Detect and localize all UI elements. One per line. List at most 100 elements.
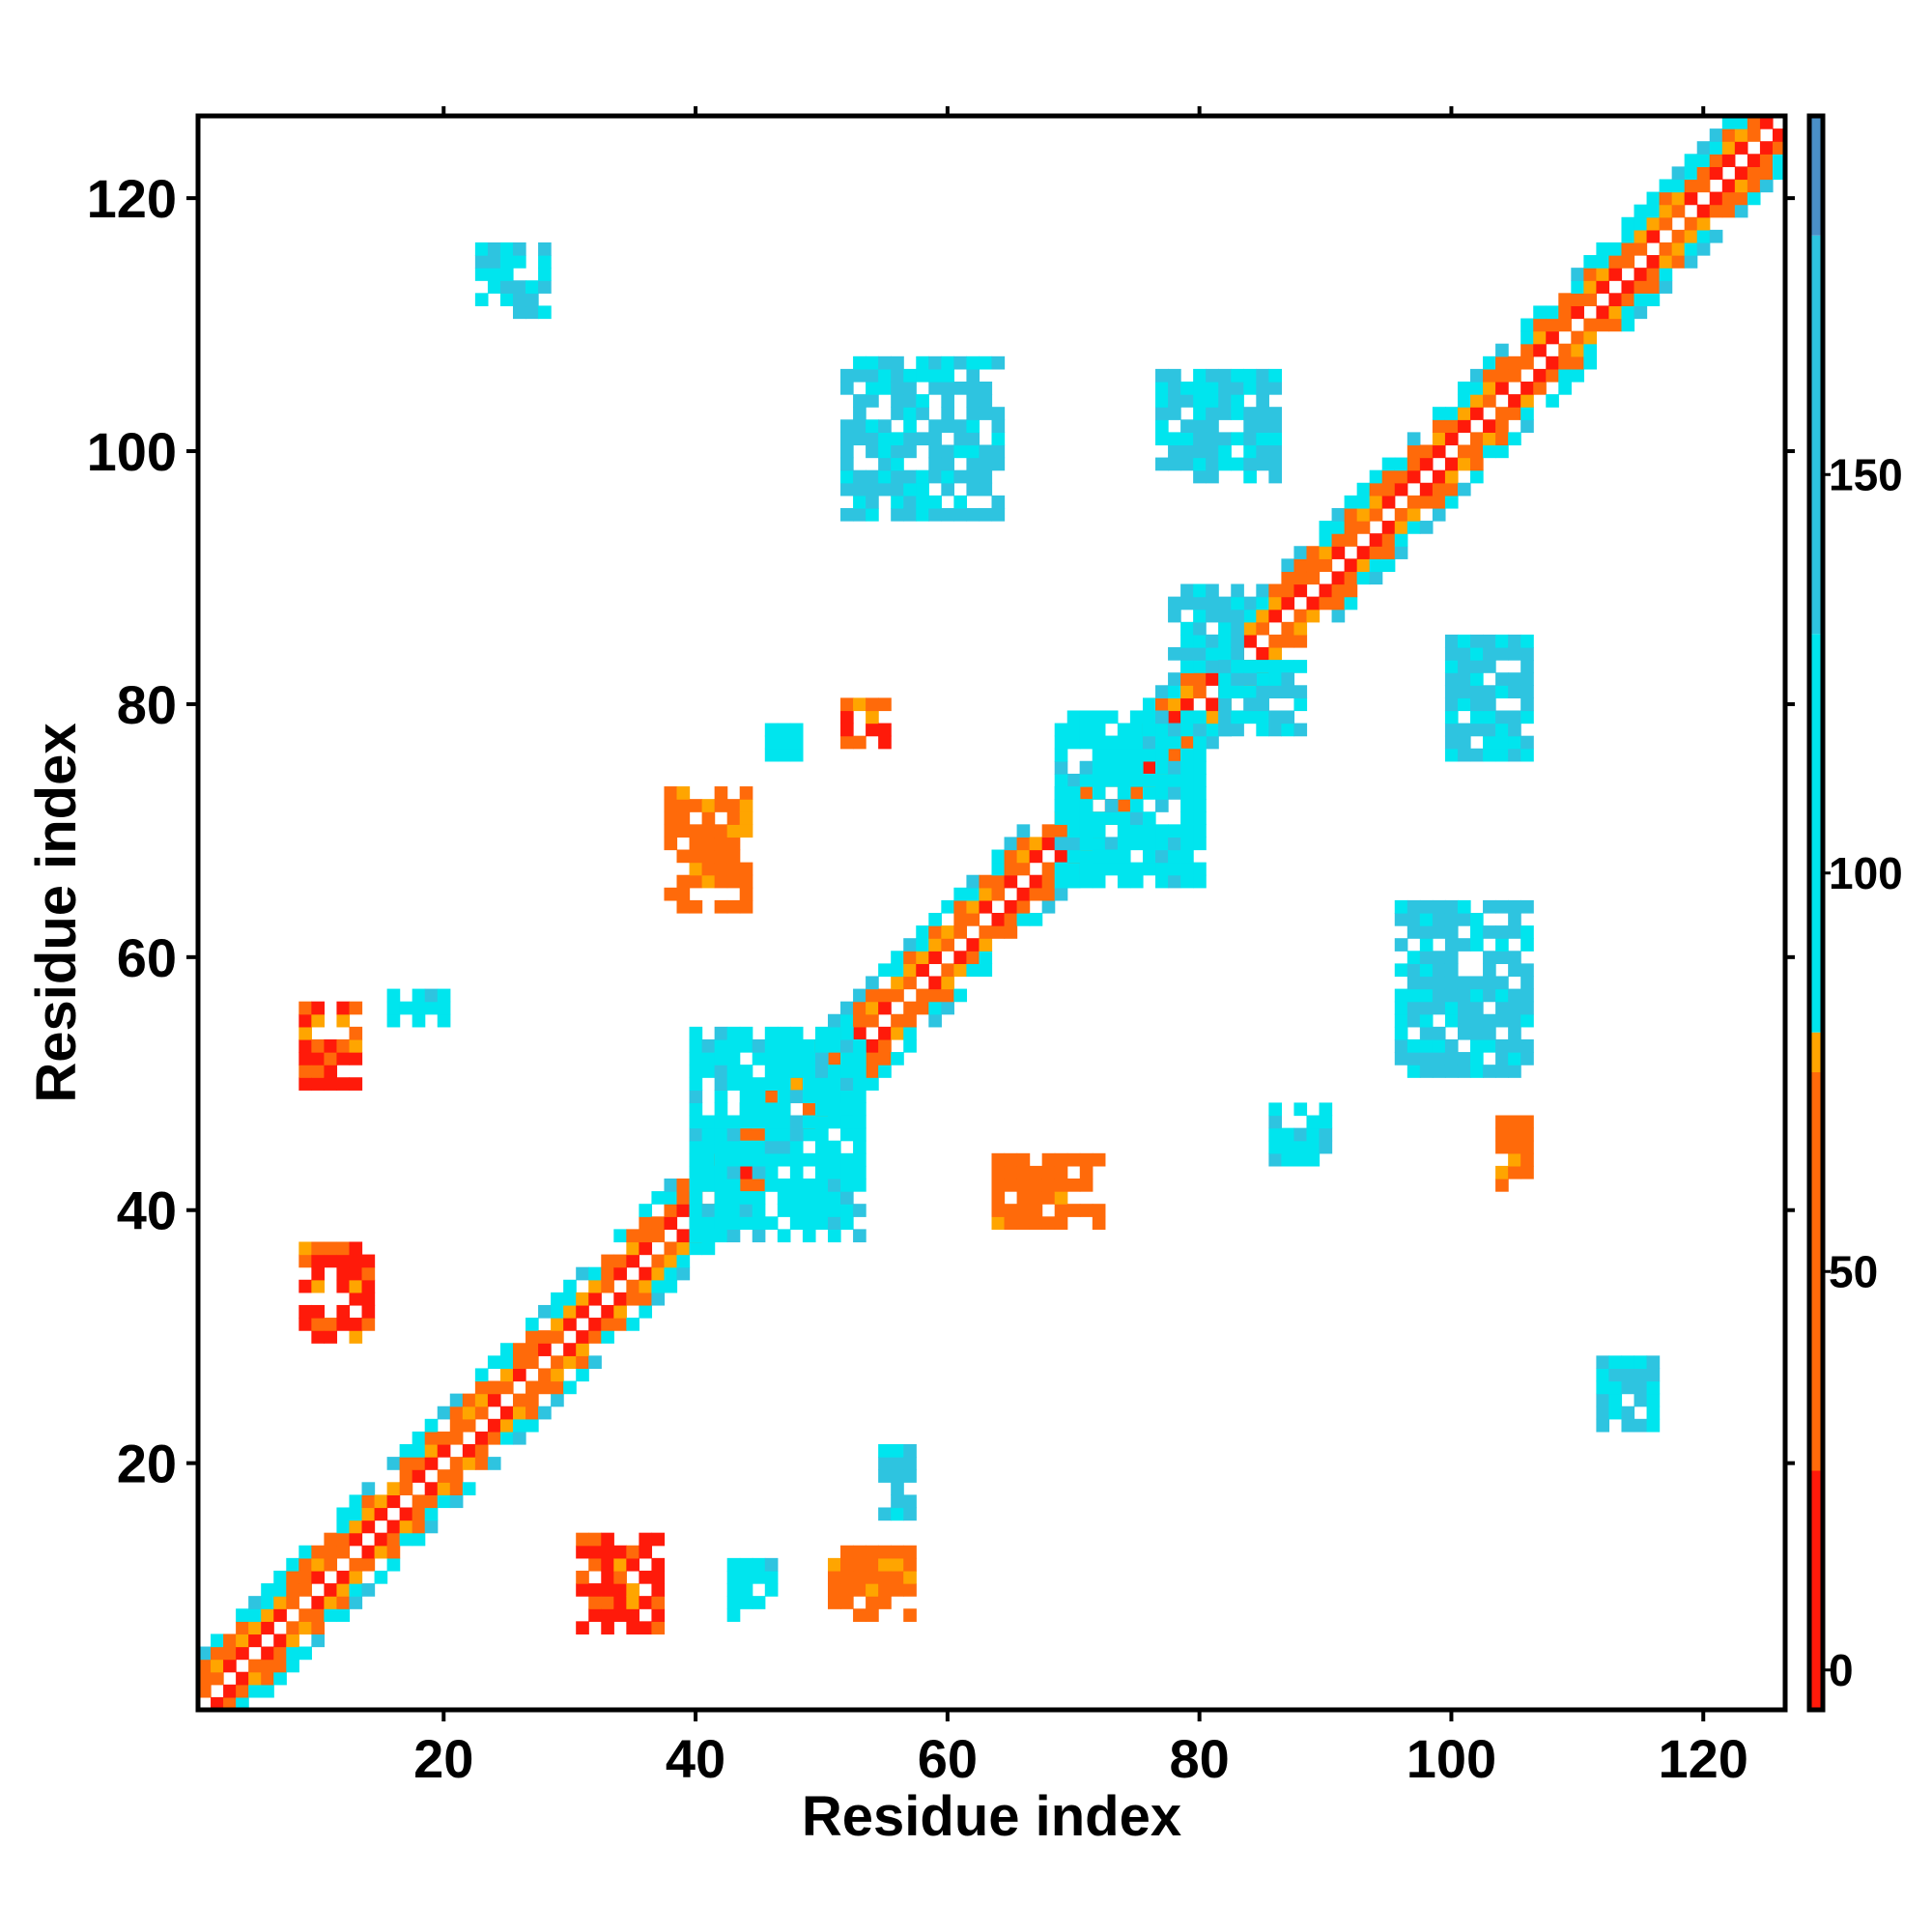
heatmap-cell bbox=[499, 1431, 514, 1445]
heatmap-cell bbox=[739, 1038, 753, 1053]
heatmap-cell bbox=[1079, 862, 1094, 876]
heatmap-cell bbox=[1508, 1038, 1521, 1053]
heatmap-cell bbox=[1092, 1204, 1106, 1217]
heatmap-cell bbox=[1029, 1165, 1043, 1179]
heatmap-cell bbox=[764, 1570, 779, 1584]
heatmap-cell bbox=[903, 938, 917, 952]
heatmap-cell bbox=[1646, 1368, 1661, 1382]
heatmap-cell bbox=[840, 1077, 854, 1091]
heatmap-cell bbox=[1734, 204, 1748, 218]
heatmap-cell bbox=[1444, 685, 1459, 698]
heatmap-cell bbox=[739, 1179, 753, 1192]
heatmap-cell bbox=[336, 1052, 351, 1065]
heatmap-cell bbox=[613, 1292, 627, 1306]
heatmap-cell bbox=[1168, 368, 1181, 383]
heatmap-cell bbox=[991, 1152, 1006, 1167]
heatmap-cell bbox=[1508, 963, 1521, 978]
heatmap-cell bbox=[689, 1052, 703, 1065]
heatmap-cell bbox=[1444, 634, 1459, 648]
heatmap-cell bbox=[1470, 988, 1484, 1003]
heatmap-cell bbox=[1004, 862, 1018, 876]
heatmap-cell bbox=[1369, 469, 1383, 484]
heatmap-cell bbox=[286, 1634, 299, 1648]
heatmap-cell bbox=[726, 1583, 741, 1597]
heatmap-cell bbox=[1092, 1216, 1106, 1230]
heatmap-cell bbox=[551, 1330, 564, 1344]
heatmap-cell bbox=[1608, 305, 1623, 320]
heatmap-cell bbox=[1457, 647, 1471, 661]
heatmap-cell bbox=[273, 1596, 287, 1609]
heatmap-cell bbox=[1281, 660, 1295, 673]
heatmap-cell bbox=[1293, 609, 1308, 623]
heatmap-cell bbox=[916, 988, 929, 1003]
heatmap-cell bbox=[891, 355, 904, 370]
heatmap-cell bbox=[1054, 1165, 1068, 1179]
heatmap-cell bbox=[1634, 1368, 1648, 1382]
heatmap-cell bbox=[1444, 469, 1459, 484]
heatmap-cell bbox=[866, 382, 879, 395]
heatmap-cell bbox=[1684, 255, 1698, 269]
heatmap-cell bbox=[601, 1254, 614, 1268]
heatmap-cell bbox=[1218, 407, 1232, 420]
heatmap-cell bbox=[349, 1001, 363, 1015]
heatmap-cell bbox=[273, 1659, 287, 1673]
heatmap-cell bbox=[1495, 1065, 1509, 1078]
heatmap-cell bbox=[1520, 963, 1534, 978]
heatmap-cell bbox=[1344, 533, 1358, 547]
heatmap-cell bbox=[1470, 913, 1484, 926]
heatmap-cell bbox=[714, 1127, 728, 1142]
heatmap-cell bbox=[1483, 710, 1496, 724]
heatmap-cell bbox=[1759, 166, 1774, 181]
heatmap-cell bbox=[1444, 710, 1459, 724]
heatmap-cell bbox=[1394, 533, 1408, 547]
heatmap-cell bbox=[1369, 507, 1383, 522]
heatmap-cell bbox=[1066, 849, 1081, 864]
heatmap-cell bbox=[1243, 368, 1257, 383]
heatmap-cell bbox=[1470, 394, 1484, 408]
heatmap-cell bbox=[789, 1152, 804, 1167]
heatmap-cell bbox=[1596, 1418, 1610, 1433]
heatmap-cell bbox=[1634, 1380, 1648, 1395]
heatmap-cell bbox=[853, 482, 867, 497]
heatmap-cell bbox=[1142, 710, 1156, 724]
heatmap-cell bbox=[1256, 723, 1269, 737]
heatmap-cell bbox=[777, 1191, 791, 1205]
heatmap-cell bbox=[1432, 444, 1446, 459]
heatmap-cell bbox=[739, 824, 753, 838]
heatmap-cell bbox=[613, 1229, 627, 1243]
heatmap-cell bbox=[1419, 899, 1434, 914]
heatmap-cell bbox=[1508, 685, 1521, 698]
heatmap-cell bbox=[1041, 899, 1056, 914]
heatmap-cell bbox=[664, 786, 678, 800]
heatmap-cell bbox=[651, 1532, 666, 1547]
heatmap-cell bbox=[1193, 862, 1207, 876]
heatmap-cell bbox=[1621, 216, 1635, 231]
y-tick-label: 20 bbox=[117, 1434, 177, 1494]
heatmap-cell bbox=[1483, 1065, 1496, 1078]
heatmap-cell bbox=[1432, 419, 1446, 433]
heatmap-cell bbox=[1508, 1001, 1521, 1015]
heatmap-cell bbox=[840, 1191, 854, 1205]
heatmap-cell bbox=[1495, 735, 1509, 750]
heatmap-cell bbox=[462, 1482, 476, 1495]
heatmap-cell bbox=[1356, 571, 1371, 585]
heatmap-cell bbox=[437, 1431, 451, 1445]
heatmap-cell bbox=[853, 1140, 867, 1154]
heatmap-cell bbox=[1432, 1052, 1446, 1065]
heatmap-cell bbox=[1444, 1038, 1459, 1053]
heatmap-cell bbox=[613, 1318, 627, 1331]
heatmap-cell bbox=[664, 1216, 678, 1230]
heatmap-cell bbox=[814, 1179, 829, 1192]
heatmap-cell bbox=[651, 1279, 666, 1293]
heatmap-cell bbox=[651, 1216, 666, 1230]
heatmap-cell bbox=[1495, 432, 1509, 446]
heatmap-cell bbox=[1444, 913, 1459, 926]
heatmap-cell bbox=[1231, 685, 1244, 698]
heatmap-cell bbox=[324, 1052, 338, 1065]
heatmap-cell bbox=[1684, 216, 1698, 231]
heatmap-cell bbox=[1281, 571, 1295, 585]
heatmap-cell bbox=[878, 382, 892, 395]
heatmap-cell bbox=[538, 1406, 552, 1420]
heatmap-cell bbox=[1054, 748, 1068, 762]
heatmap-cell bbox=[1444, 697, 1459, 712]
